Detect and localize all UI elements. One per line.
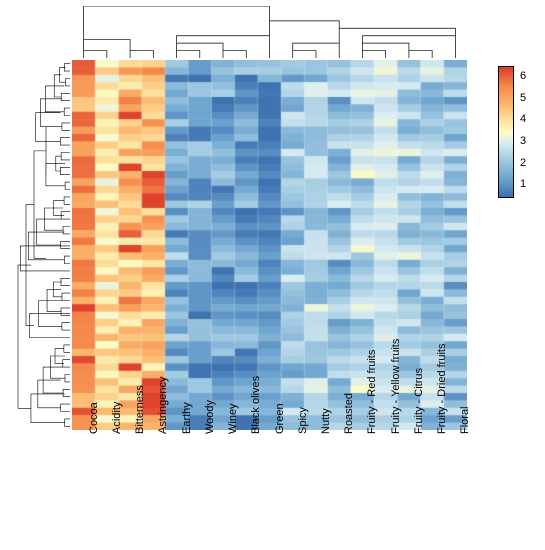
x-label: Acidity [111, 402, 123, 434]
colorbar-tick: 3 [520, 135, 526, 147]
x-label: Fruity - Yellow fruits [390, 339, 402, 434]
colorbar: 123456 [498, 66, 514, 203]
x-label: Floral [459, 406, 471, 434]
x-label: Bitterness [134, 385, 146, 434]
x-label: Astringency [157, 377, 169, 434]
x-label: Black olives [250, 376, 262, 434]
x-label: Nutty [320, 408, 332, 434]
x-label: Woody [204, 400, 216, 434]
colorbar-tick: 1 [520, 178, 526, 190]
x-label: Winey [227, 403, 239, 434]
x-label: Fruity - Citrus [413, 368, 425, 434]
x-label: Green [274, 403, 286, 434]
row-dendrogram [4, 60, 70, 430]
x-label: Fruity - Red fruits [366, 350, 378, 434]
colorbar-tick: 6 [520, 70, 526, 82]
column-dendrogram [72, 6, 467, 58]
colorbar-tick: 2 [520, 157, 526, 169]
colorbar-tick: 4 [520, 113, 526, 125]
x-label: Fruity - Dried fruits [436, 344, 448, 434]
x-label: Cocoa [88, 402, 100, 434]
colorbar-tick: 5 [520, 92, 526, 104]
heatmap-grid [72, 60, 467, 430]
x-label: Earthy [181, 402, 193, 434]
x-label: Roasted [343, 393, 355, 434]
x-label: Spicy [297, 407, 309, 434]
